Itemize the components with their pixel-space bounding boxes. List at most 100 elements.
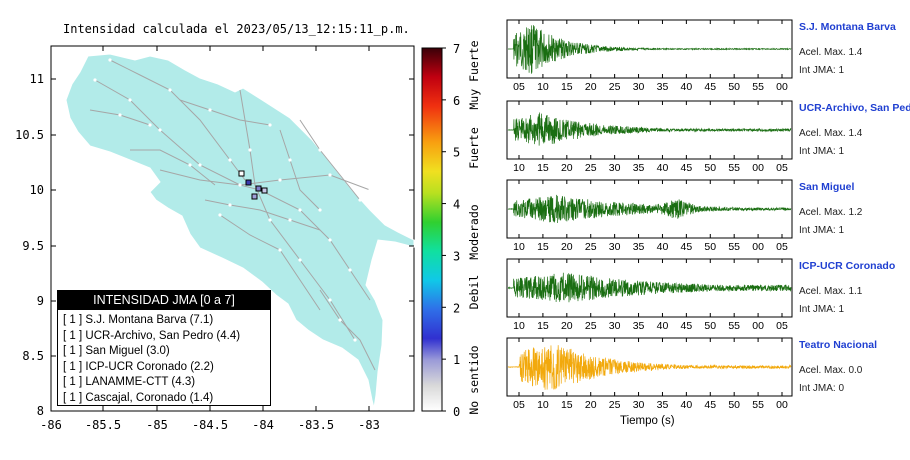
town-dot bbox=[108, 58, 112, 62]
road bbox=[319, 289, 376, 371]
road bbox=[204, 199, 321, 231]
legend-item-count: [ 1 ] bbox=[63, 360, 83, 373]
waveform-tick-label: 40 bbox=[657, 241, 669, 253]
town-dot bbox=[198, 163, 202, 167]
colorbar-tick-label: 3 bbox=[453, 249, 460, 263]
waveform-tick-label: 55 bbox=[728, 162, 740, 174]
station-accel-max: Acel. Max. 1.4 bbox=[799, 128, 863, 139]
map-y-tick-label: 10 bbox=[30, 183, 44, 197]
town-dot bbox=[148, 123, 152, 127]
road bbox=[159, 169, 371, 191]
map-x-tick-label: -86 bbox=[40, 418, 62, 432]
colorbar-category-label: No sentido bbox=[467, 345, 481, 414]
town-dot bbox=[268, 123, 272, 127]
colorbar-category-label: Fuerte bbox=[467, 127, 481, 169]
station-name: San Miguel bbox=[799, 181, 855, 193]
station-jma-intensity: Int JMA: 1 bbox=[799, 304, 845, 315]
map-x-tick-label: -85.5 bbox=[85, 418, 121, 432]
map-y-tick-label: 8 bbox=[37, 404, 44, 418]
waveform-tick-label: 15 bbox=[561, 399, 573, 411]
road bbox=[179, 99, 271, 126]
legend-item: [ 1 ] ICP-UCR Coronado (2.2) bbox=[58, 360, 270, 376]
waveform-tick-label: 30 bbox=[633, 81, 645, 93]
colorbar-ticks: 7 6 5 4 3 2 1 0 Muy Fuerte Fuerte Moderado Debil No … bbox=[442, 40, 481, 419]
town-dot bbox=[118, 113, 122, 117]
legend-item-count: [ 1 ] bbox=[63, 391, 83, 404]
colorbar-category-label: Moderado bbox=[467, 204, 481, 259]
map-x-tick-label: -84 bbox=[252, 418, 274, 432]
waveform-panel: 10 15 20 25 30 35 40 45 50 55 00 05 bbox=[506, 100, 793, 174]
town-dot bbox=[328, 298, 332, 302]
legend-item: [ 1 ] UCR-Archivo, San Pedro (4.4) bbox=[58, 329, 270, 345]
waveform-tick-label: 20 bbox=[585, 81, 597, 93]
waveform-tick-label: 15 bbox=[537, 320, 549, 332]
station-accel-max: Acel. Max. 1.1 bbox=[799, 286, 863, 297]
map-x-tick-label: -84.5 bbox=[192, 418, 228, 432]
legend-list: [ 1 ] S.J. Montana Barva (7.1)[ 1 ] UCR-… bbox=[58, 310, 270, 407]
station-markers bbox=[238, 170, 268, 200]
town-dot bbox=[158, 128, 162, 132]
waveform-tick-label: 40 bbox=[681, 399, 693, 411]
station-marker-san-miguel bbox=[245, 179, 252, 186]
town-dot bbox=[93, 78, 97, 82]
town-dot bbox=[348, 268, 352, 272]
waveform-tick-label: 35 bbox=[633, 320, 645, 332]
colorbar-tick-label: 0 bbox=[453, 405, 460, 419]
intensity-legend: INTENSIDAD JMA [0 a 7] [ 1 ] S.J. Montan… bbox=[57, 290, 271, 406]
colorbar-tick-label: 7 bbox=[453, 42, 460, 56]
map-x-tick-label: -85 bbox=[146, 418, 168, 432]
station-jma-intensity: Int JMA: 1 bbox=[799, 225, 845, 236]
legend-item-count: [ 1 ] bbox=[63, 345, 83, 358]
waveform-tick-label: 50 bbox=[728, 399, 740, 411]
legend-item-label: ICP-UCR Coronado (2.2) bbox=[85, 360, 214, 373]
waveform-tick-label: 40 bbox=[657, 162, 669, 174]
station-name: Teatro Nacional bbox=[799, 339, 877, 351]
waveform-panel: 05 10 15 20 25 30 35 40 45 50 55 00 bbox=[506, 19, 793, 93]
waveform-tick-label: 10 bbox=[513, 320, 525, 332]
station-jma-intensity: Int JMA: 0 bbox=[799, 383, 845, 394]
waveform-trace bbox=[507, 272, 792, 303]
town-dot bbox=[338, 318, 342, 322]
road-network bbox=[89, 59, 376, 371]
waveform-tick-label: 05 bbox=[776, 162, 788, 174]
colorbar-tick-label: 2 bbox=[453, 301, 460, 315]
waveform-tick-label: 10 bbox=[513, 241, 525, 253]
waveform-tick-label: 05 bbox=[776, 320, 788, 332]
waveform-trace bbox=[507, 345, 792, 390]
town-dot bbox=[298, 208, 302, 212]
station-name: S.J. Montana Barva bbox=[799, 21, 896, 33]
waveform-tick-label: 20 bbox=[561, 162, 573, 174]
waveform-tick-label: 15 bbox=[537, 241, 549, 253]
road bbox=[299, 119, 361, 201]
waveform-tick-label: 20 bbox=[561, 241, 573, 253]
station-name: ICP-UCR Coronado bbox=[799, 260, 896, 272]
waveform-trace bbox=[507, 25, 792, 74]
colorbar-tick-label: 6 bbox=[453, 94, 460, 108]
waveform-panel: 05 10 15 20 25 30 35 40 45 50 55 00 bbox=[506, 337, 793, 411]
town-dot bbox=[228, 158, 232, 162]
waveform-tick-label: 00 bbox=[752, 162, 764, 174]
colorbar-category-label: Muy Fuerte bbox=[467, 40, 481, 109]
legend-title: INTENSIDAD JMA [0 a 7] bbox=[58, 291, 270, 310]
colorbar-tick-label: 4 bbox=[453, 198, 460, 212]
road bbox=[109, 59, 246, 181]
waveform-tick-label: 25 bbox=[609, 399, 621, 411]
map-y-tick-label: 10.5 bbox=[15, 128, 44, 142]
waveform-tick-label: 40 bbox=[657, 320, 669, 332]
map-x-tick-label: -83.5 bbox=[298, 418, 334, 432]
waveform-tick-label: 55 bbox=[728, 241, 740, 253]
road bbox=[239, 89, 356, 341]
legend-item-label: San Miguel (3.0) bbox=[85, 345, 170, 358]
legend-item-label: Cascajal, Coronado (1.4) bbox=[85, 391, 214, 404]
town-dot bbox=[248, 148, 252, 152]
town-dot bbox=[368, 188, 372, 192]
town-dot bbox=[318, 208, 322, 212]
waveform-tick-label: 25 bbox=[585, 162, 597, 174]
map-y-tick-label: 8.5 bbox=[22, 349, 44, 363]
legend-item: [ 1 ] San Miguel (3.0) bbox=[58, 344, 270, 360]
waveform-tick-label: 35 bbox=[633, 162, 645, 174]
map-axes: -86 -85.5 -85 -84.5 -84 -83.5 -83 11 10.5 10 9.5 9 8… bbox=[15, 46, 414, 432]
town-dot bbox=[318, 148, 322, 152]
waveform-tick-label: 45 bbox=[681, 241, 693, 253]
waveform-tick-label: 25 bbox=[585, 241, 597, 253]
